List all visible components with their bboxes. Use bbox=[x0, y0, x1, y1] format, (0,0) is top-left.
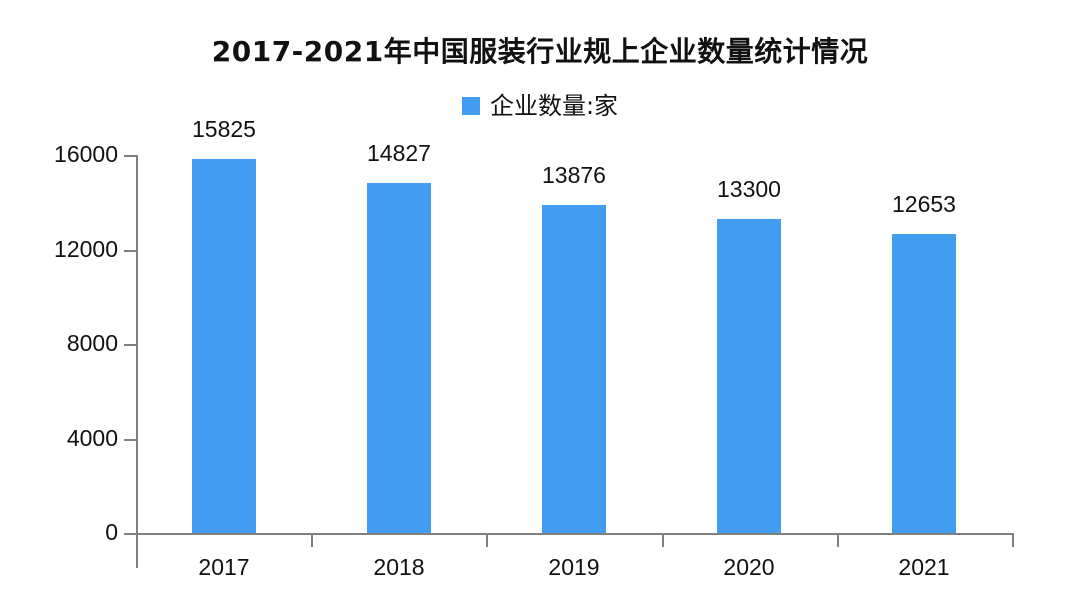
y-tick bbox=[124, 439, 136, 441]
bar-2019 bbox=[542, 205, 606, 533]
legend: 企业数量:家 bbox=[0, 86, 1080, 121]
bar-2018 bbox=[367, 183, 431, 533]
x-tick bbox=[486, 533, 488, 547]
y-tick-label: 12000 bbox=[54, 236, 118, 262]
chart-title: 2017-2021年中国服装行业规上企业数量统计情况 bbox=[211, 35, 869, 68]
y-tick-label: 8000 bbox=[66, 330, 118, 356]
x-tick-label: 2019 bbox=[548, 554, 600, 580]
bar-2021 bbox=[892, 234, 956, 533]
bar-2017 bbox=[192, 159, 256, 533]
bar-2020 bbox=[717, 219, 781, 533]
y-axis-line bbox=[136, 155, 138, 568]
x-tick-label: 2017 bbox=[198, 554, 250, 580]
x-tick-label: 2021 bbox=[898, 554, 950, 580]
x-tick-label: 2020 bbox=[723, 554, 775, 580]
x-axis-line bbox=[126, 533, 1012, 535]
y-tick bbox=[124, 533, 136, 535]
y-tick bbox=[124, 344, 136, 346]
y-tick-label: 0 bbox=[105, 519, 118, 545]
x-tick-label: 2018 bbox=[373, 554, 425, 580]
bar-value-label: 15825 bbox=[192, 116, 256, 142]
x-tick bbox=[837, 533, 839, 547]
x-tick bbox=[136, 533, 138, 547]
x-tick bbox=[662, 533, 664, 547]
bar-value-label: 14827 bbox=[367, 140, 431, 166]
y-tick bbox=[124, 155, 136, 157]
y-tick bbox=[124, 250, 136, 252]
bar-value-label: 12653 bbox=[892, 191, 956, 217]
y-tick-label: 4000 bbox=[66, 425, 118, 451]
y-tick-label: 16000 bbox=[54, 141, 118, 167]
legend-label: 企业数量:家 bbox=[489, 92, 619, 120]
x-tick bbox=[1012, 533, 1014, 547]
legend-swatch-icon bbox=[461, 97, 480, 115]
bar-value-label: 13300 bbox=[717, 176, 781, 202]
bar-value-label: 13876 bbox=[542, 162, 606, 188]
x-tick bbox=[311, 533, 313, 547]
